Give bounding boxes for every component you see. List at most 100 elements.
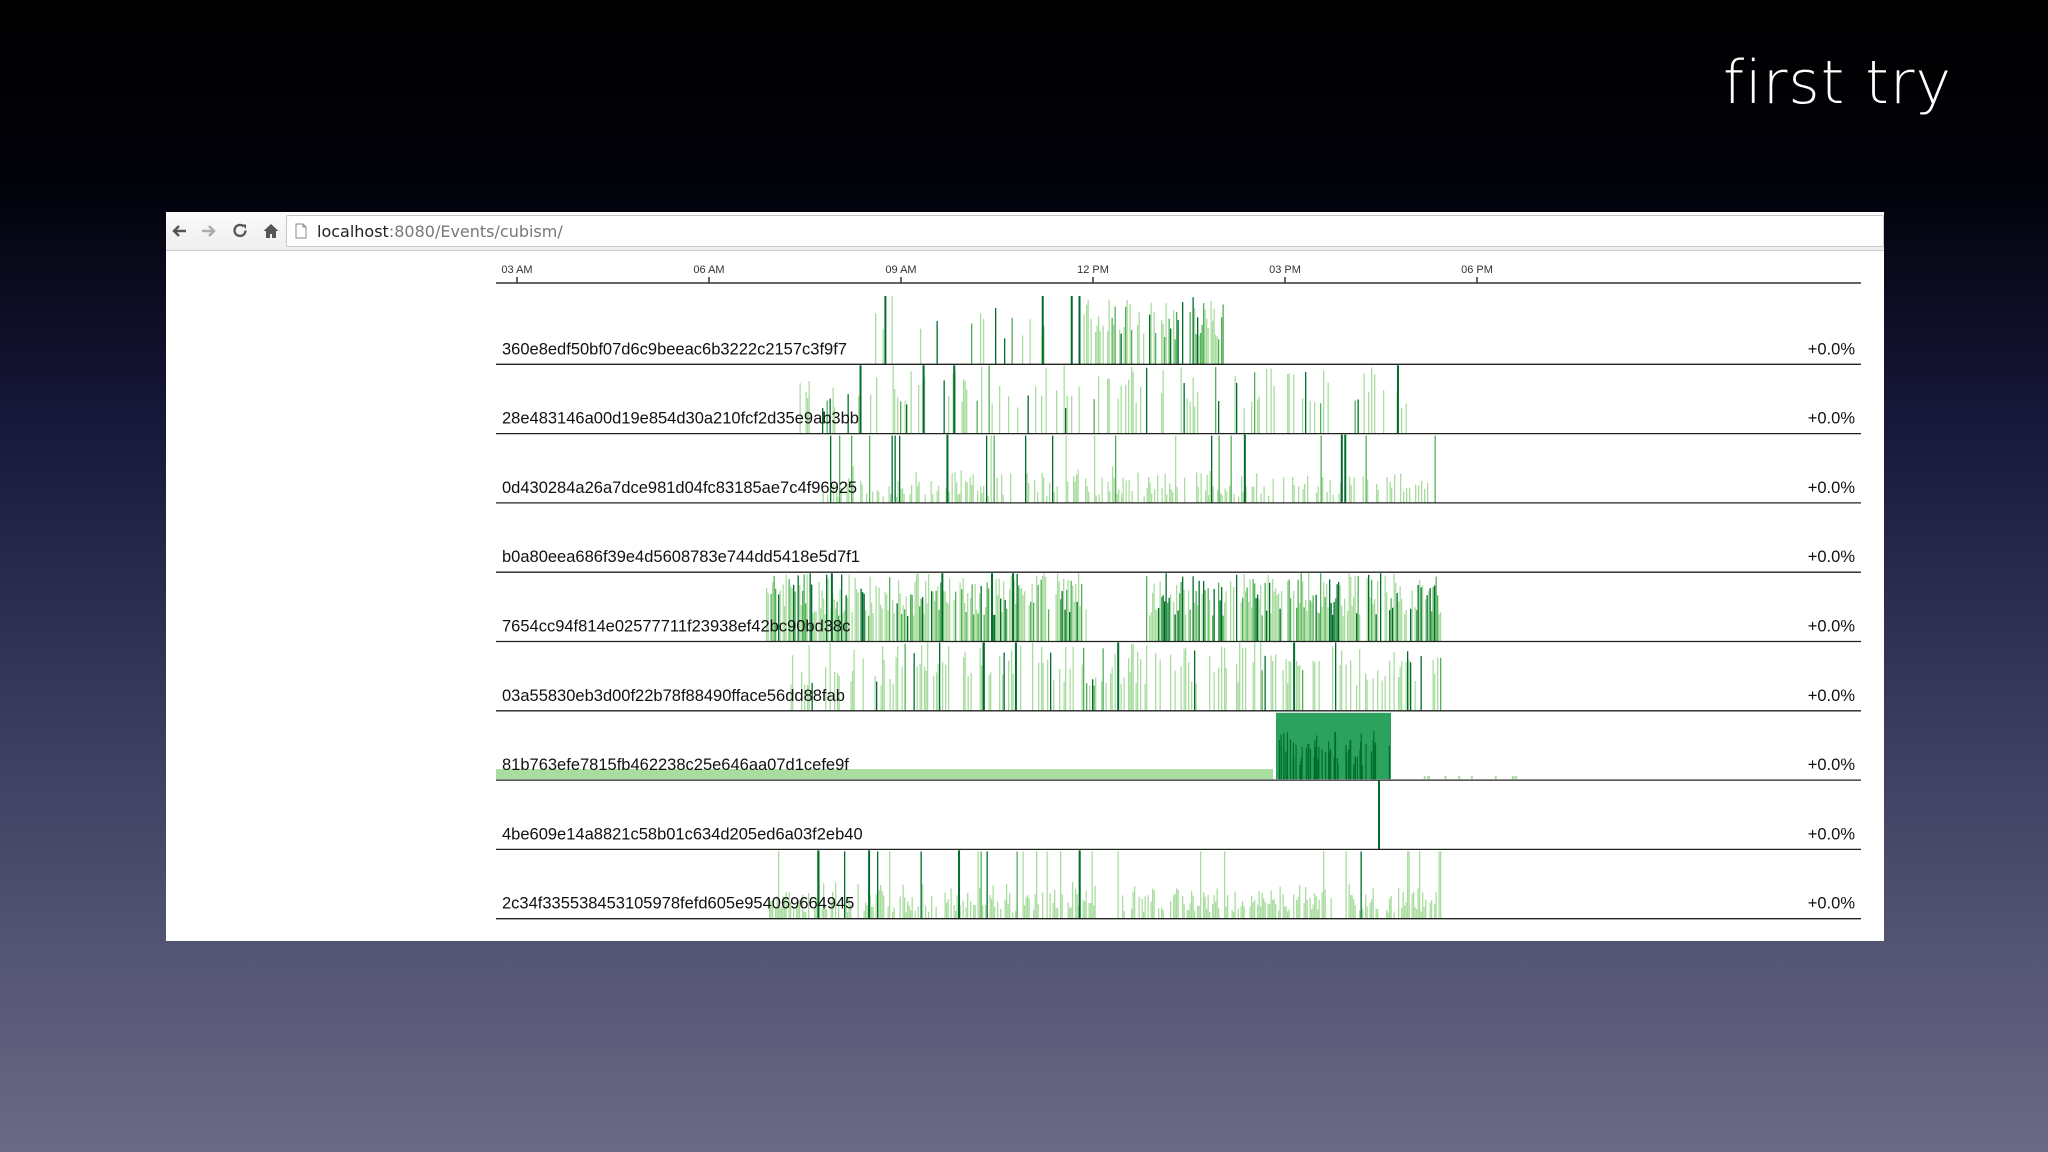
horizon-bar — [1123, 677, 1125, 711]
horizon-bar — [1086, 304, 1088, 365]
horizon-bar — [958, 850, 961, 919]
horizon-bar — [1314, 893, 1316, 919]
horizon-bar — [1184, 477, 1186, 503]
horizon-bar — [1409, 487, 1411, 503]
horizon-bar — [1350, 660, 1352, 711]
horizon-bar — [1423, 776, 1426, 780]
horizon-bar — [1236, 574, 1238, 642]
horizon-bar — [1401, 661, 1403, 711]
horizon-bar — [1143, 496, 1145, 503]
horizon-bar — [1210, 300, 1212, 365]
horizon-bar — [823, 883, 825, 919]
horizon-bar — [1201, 593, 1203, 642]
horizon-bar — [1394, 474, 1396, 503]
horizon-bar — [1402, 891, 1404, 919]
horizon-bar — [903, 494, 905, 503]
horizon-bar — [1042, 892, 1044, 919]
horizon-bar — [977, 851, 979, 919]
horizon-bar — [1153, 583, 1155, 642]
horizon-bar — [1189, 609, 1191, 642]
horizon-bar — [809, 573, 811, 642]
series-change: +0.0% — [1808, 687, 1856, 705]
url-path: :8080/Events/cubism/ — [388, 221, 563, 241]
horizon-bar — [1222, 304, 1224, 365]
horizon-bar — [1110, 673, 1112, 711]
horizon-bar — [953, 365, 956, 434]
horizon-bar — [837, 673, 839, 711]
horizon-bar — [1344, 434, 1347, 503]
horizon-bar — [788, 892, 790, 919]
horizon-bar — [1372, 740, 1374, 780]
horizon-bar — [833, 599, 835, 642]
horizon-bar — [871, 906, 873, 919]
horizon-bar — [1045, 367, 1047, 434]
horizon-bar — [1031, 583, 1033, 642]
horizon-row: b0a80eea686f39e4d5608783e744dd5418e5d7f1… — [496, 548, 1861, 573]
horizon-bar — [1114, 653, 1116, 711]
horizon-bar — [1263, 486, 1265, 503]
horizon-bar — [908, 905, 910, 919]
horizon-bar — [1153, 312, 1155, 365]
horizon-bar — [1278, 593, 1280, 642]
reload-button[interactable] — [227, 218, 253, 244]
horizon-bar — [1009, 893, 1011, 919]
horizon-bar — [980, 486, 982, 503]
horizon-bar — [1183, 383, 1185, 434]
horizon-bar — [1242, 491, 1244, 503]
horizon-bar — [944, 892, 946, 919]
horizon-bar — [1197, 317, 1199, 365]
horizon-bar — [1008, 660, 1010, 711]
horizon-bar — [1424, 488, 1426, 503]
horizon-bar — [979, 887, 981, 919]
horizon-bar — [805, 912, 807, 919]
horizon-bar — [896, 496, 898, 503]
horizon-bar — [904, 643, 906, 711]
horizon-bar — [1135, 682, 1137, 711]
horizon-bar — [1157, 475, 1159, 503]
horizon-bar — [1225, 906, 1227, 919]
horizon-bar — [892, 911, 894, 919]
home-button[interactable] — [258, 218, 284, 244]
horizon-bar — [1001, 474, 1003, 503]
axis-tick-label: 12 PM — [1077, 264, 1109, 276]
horizon-bar — [814, 611, 816, 642]
horizon-bar — [1414, 607, 1416, 642]
horizon-bar — [1131, 366, 1133, 434]
horizon-bar — [943, 591, 945, 642]
horizon-bar — [1002, 494, 1004, 503]
horizon-bar — [1332, 646, 1334, 711]
horizon-bar — [942, 661, 944, 711]
horizon-bar — [837, 496, 839, 503]
horizon-bar — [1318, 661, 1320, 711]
horizon-bar — [904, 609, 906, 642]
horizon-bar — [1434, 585, 1436, 642]
horizon-bar — [788, 579, 790, 642]
horizon-bar — [1329, 752, 1331, 780]
horizon-bar — [1425, 899, 1427, 919]
horizon-bar — [991, 403, 993, 434]
horizon-bar — [811, 682, 813, 711]
horizon-bar — [1350, 739, 1352, 780]
axis-tick-label: 03 AM — [501, 264, 532, 276]
horizon-bar — [944, 591, 946, 642]
forward-button[interactable] — [196, 218, 222, 244]
horizon-bar — [1055, 594, 1057, 642]
url-text: localhost:8080/Events/cubism/ — [317, 222, 563, 241]
horizon-bar — [850, 904, 852, 919]
horizon-bar — [1095, 331, 1097, 365]
horizon-bar — [1470, 776, 1473, 780]
horizon-bar — [1170, 900, 1172, 919]
horizon-bar — [767, 592, 769, 642]
horizon-bar — [1316, 735, 1318, 780]
horizon-bar — [863, 593, 865, 642]
horizon-bar — [848, 478, 850, 503]
horizon-bar — [1074, 481, 1076, 503]
horizon-bar — [878, 890, 880, 919]
horizon-bar — [1261, 670, 1263, 711]
horizon-bar — [1326, 583, 1328, 642]
horizon-bar — [972, 474, 974, 503]
back-button[interactable] — [166, 218, 192, 244]
address-bar[interactable]: localhost:8080/Events/cubism/ — [286, 215, 1884, 247]
horizon-bar — [1149, 615, 1151, 642]
horizon-bar — [1212, 320, 1214, 365]
